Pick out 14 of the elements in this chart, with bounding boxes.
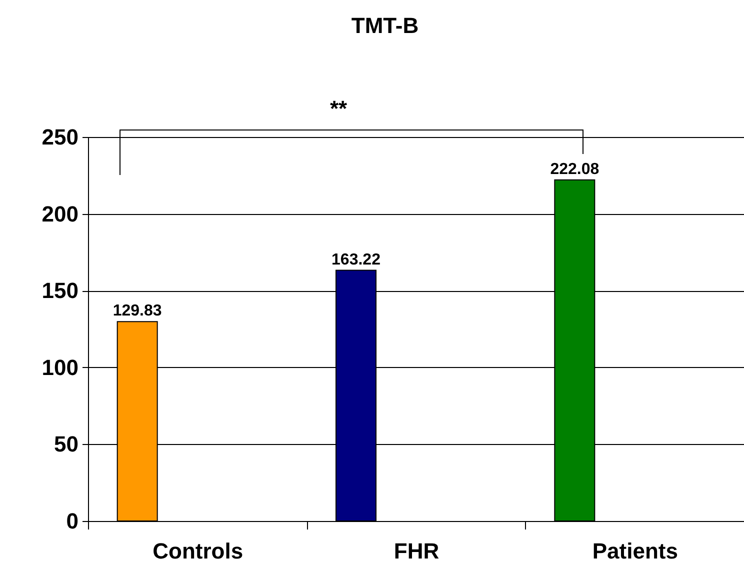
y-tick-label: 0 (66, 508, 78, 534)
data-label: 222.08 (550, 160, 600, 178)
y-tick-label: 200 (42, 201, 78, 226)
data-label: 163.22 (332, 251, 381, 268)
y-tick-label: 50 (54, 432, 78, 457)
x-tick-label: Patients (592, 538, 678, 564)
x-tick-label: FHR (394, 538, 440, 564)
text: ** (330, 96, 348, 122)
y-tick-label: 150 (42, 278, 78, 304)
y-tick-label: 100 (42, 354, 78, 380)
x-tick-label: Controls (152, 538, 244, 564)
chart-title: TMT-B (351, 13, 419, 38)
y-tick-label: 250 (42, 124, 78, 150)
data-label: 129.83 (112, 302, 162, 320)
